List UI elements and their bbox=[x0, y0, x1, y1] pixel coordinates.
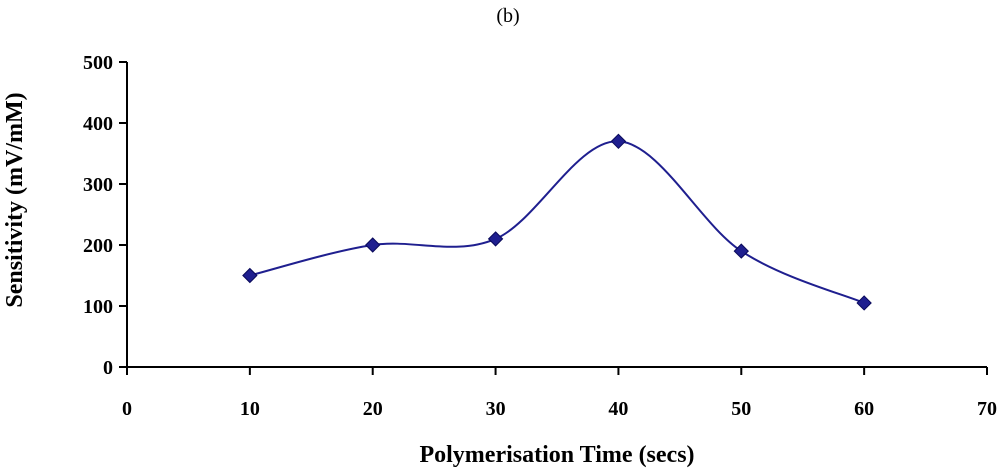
data-point bbox=[487, 231, 504, 247]
x-tick-label: 20 bbox=[363, 398, 383, 420]
x-tick-label: 0 bbox=[122, 398, 132, 420]
data-point bbox=[856, 295, 872, 311]
series-line bbox=[249, 140, 865, 304]
x-tick-label: 40 bbox=[608, 398, 628, 420]
y-ticks: 0 100 200 300 400 500 bbox=[83, 52, 127, 379]
y-tick-label: 500 bbox=[83, 52, 113, 74]
x-ticks: 0 10 20 30 40 50 60 70 bbox=[122, 367, 997, 420]
y-tick-label: 300 bbox=[83, 174, 113, 196]
x-tick-label: 70 bbox=[977, 398, 997, 420]
x-tick-label: 60 bbox=[854, 398, 874, 420]
y-tick-label: 100 bbox=[83, 296, 113, 318]
y-tick-label: 200 bbox=[83, 235, 113, 257]
data-point bbox=[365, 237, 381, 253]
data-markers bbox=[242, 133, 872, 311]
x-tick-label: 30 bbox=[486, 398, 506, 420]
data-point bbox=[610, 133, 627, 150]
axes bbox=[126, 62, 987, 368]
panel-label: (b) bbox=[496, 5, 519, 27]
y-tick-label: 400 bbox=[83, 113, 113, 135]
y-tick-label: 0 bbox=[103, 357, 113, 379]
data-point bbox=[733, 243, 749, 259]
x-tick-label: 10 bbox=[240, 398, 260, 420]
x-axis-title: Polymerisation Time (secs) bbox=[419, 442, 694, 468]
x-tick-label: 50 bbox=[731, 398, 751, 420]
data-point bbox=[242, 267, 258, 284]
y-axis-title: Sensitivity (mV/mM) bbox=[2, 92, 28, 307]
